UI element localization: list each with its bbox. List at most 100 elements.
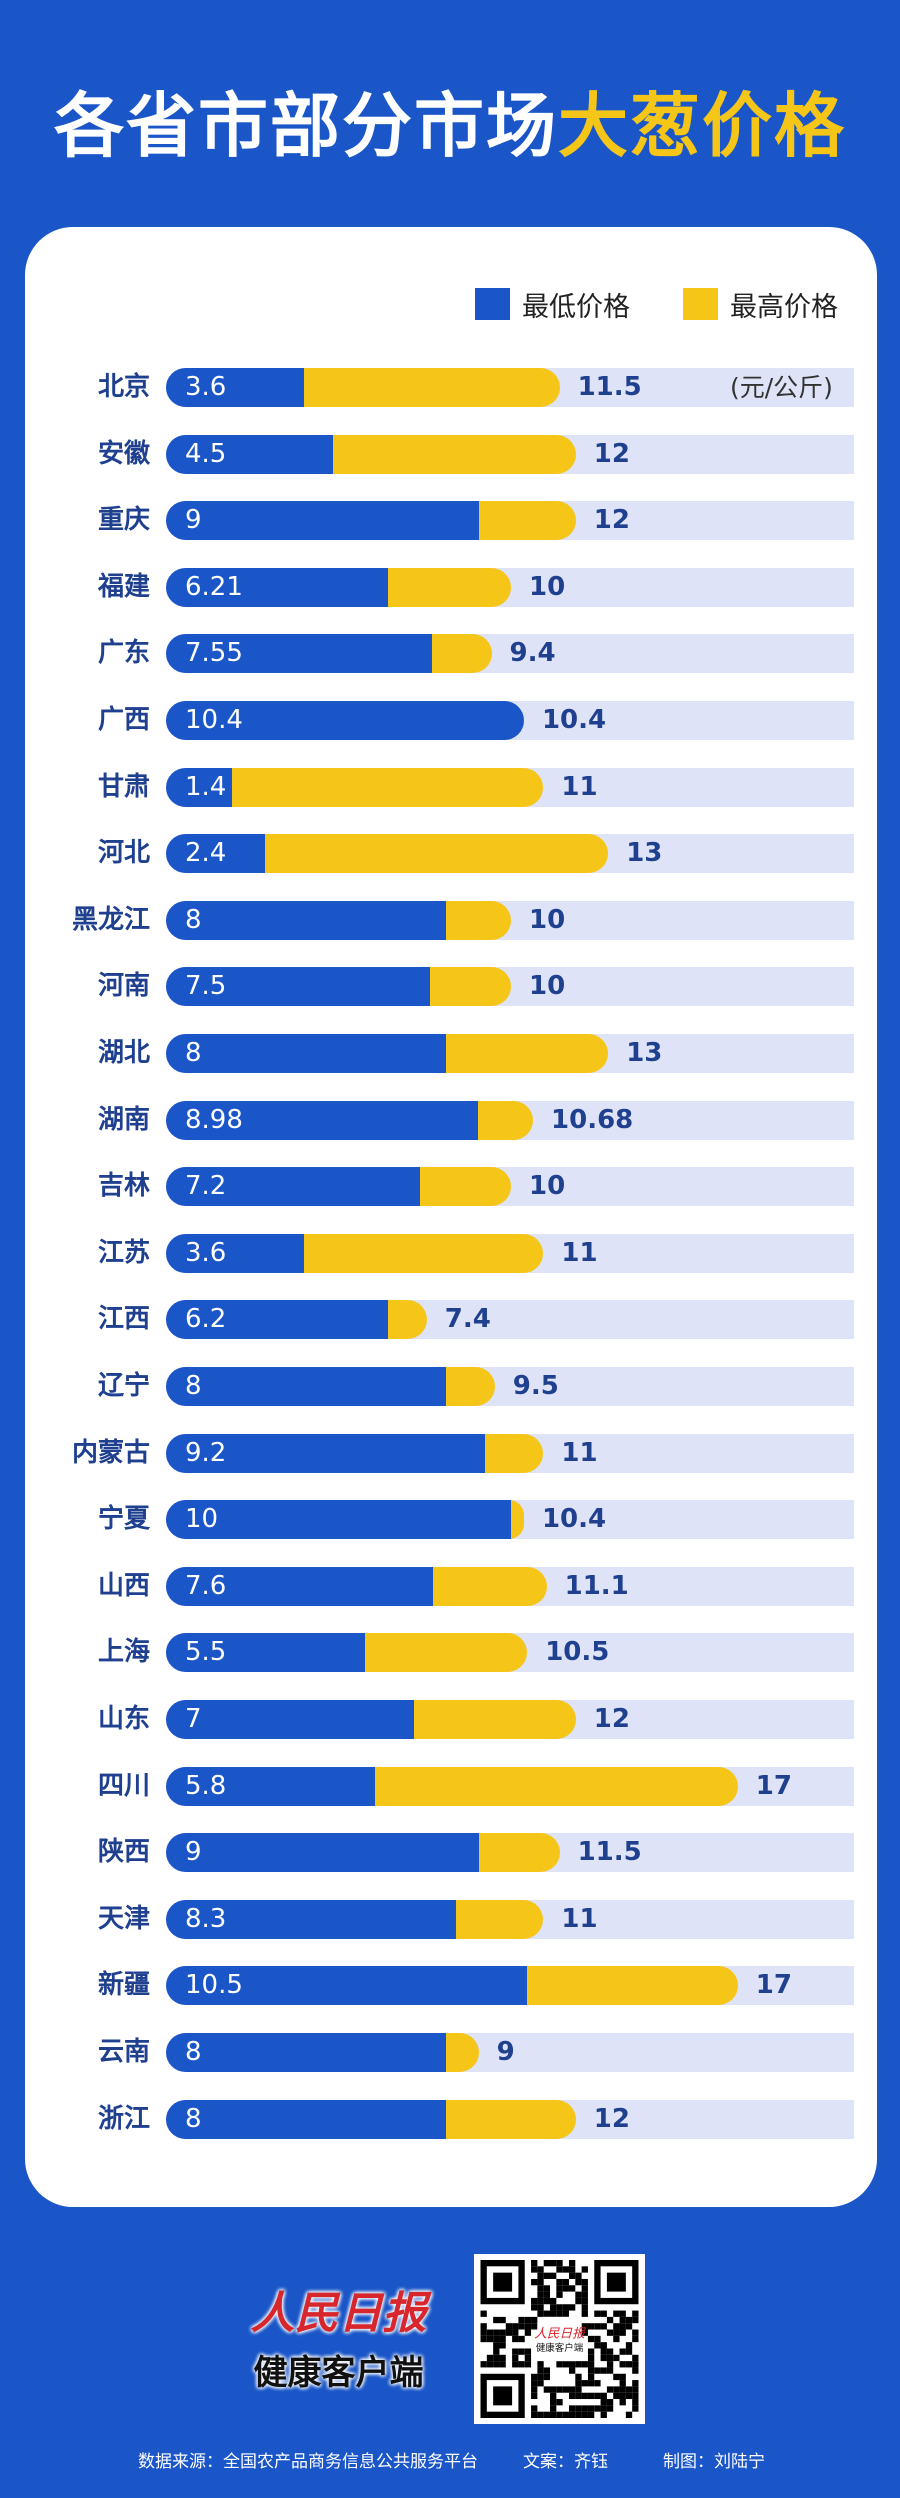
bar-min — [166, 1433, 486, 1473]
bar-max — [525, 1966, 738, 2006]
value-label-max: 11 — [561, 1903, 598, 1934]
value-label-max: 10 — [529, 571, 566, 602]
bar-max — [386, 567, 511, 607]
category-label: 北京 — [97, 372, 150, 402]
people-daily-health-logo: 人民日报 健康客户端 — [241, 2277, 436, 2394]
bar-min — [166, 900, 447, 940]
value-label-min: 7 — [185, 1704, 202, 1734]
bar-max — [429, 634, 492, 674]
value-label-max: 9.4 — [509, 638, 556, 669]
bar-min — [166, 1233, 304, 1273]
bar-min — [166, 1300, 388, 1340]
value-label-min: 8.3 — [185, 1903, 227, 1934]
bar-min — [166, 701, 524, 740]
bar-min — [166, 1633, 366, 1673]
bar-min — [166, 1167, 421, 1207]
value-label-min: 5.5 — [185, 1637, 227, 1668]
value-label-max: 10.5 — [545, 1637, 610, 1668]
value-label-min: 6.21 — [185, 571, 243, 602]
bar-min — [166, 1700, 414, 1739]
value-label-min: 10.4 — [185, 705, 243, 735]
unit-label: (元/公斤) — [730, 373, 833, 402]
value-label-min: 2.4 — [185, 838, 227, 869]
value-label-max: 13 — [626, 1038, 663, 1068]
bar-min — [166, 967, 430, 1007]
category-label: 湖南 — [97, 1104, 150, 1135]
bar-max — [330, 434, 576, 474]
value-label-min: 4.5 — [185, 438, 227, 469]
bar-min — [166, 368, 304, 407]
category-label: 河南 — [97, 971, 150, 1002]
bar-max — [483, 1433, 544, 1473]
value-label-max: 10 — [529, 971, 566, 1002]
bar-max — [444, 1034, 609, 1073]
bar-max — [428, 967, 511, 1007]
bar-max — [475, 1100, 534, 1140]
value-label-min: 8 — [185, 1371, 202, 1401]
bar-min — [166, 767, 233, 807]
category-label: 福建 — [97, 571, 150, 602]
value-label-max: 12 — [593, 505, 630, 536]
bar-max — [411, 1700, 576, 1739]
bar-max — [444, 2099, 576, 2139]
bar-min — [166, 834, 265, 874]
bar-max — [444, 900, 511, 940]
bar-min — [166, 1899, 456, 1939]
bar-min — [166, 501, 479, 541]
bar-min — [166, 1833, 479, 1873]
value-label-min: 8 — [185, 1038, 202, 1068]
bar-min — [166, 434, 333, 474]
footer-writer: 文案：齐钰 — [523, 2452, 608, 2472]
bar-max — [431, 1566, 547, 1606]
value-label-min: 8 — [185, 2037, 202, 2067]
bar-min — [166, 2099, 447, 2139]
category-label: 宁夏 — [97, 1504, 150, 1535]
logo-line1: 人民日报 — [250, 2288, 427, 2339]
value-label-max: 10 — [529, 1171, 566, 1202]
bar-min — [166, 567, 389, 607]
category-label: 江西 — [97, 1304, 150, 1335]
value-label-max: 12 — [593, 1704, 630, 1734]
bar-max — [444, 2033, 479, 2072]
category-label: 山西 — [97, 1570, 150, 1601]
footer-designer: 制图：刘陆宁 — [663, 2452, 765, 2472]
bar-min — [166, 2033, 447, 2072]
bar-min — [166, 1100, 478, 1140]
legend-swatch-max — [683, 288, 718, 320]
category-label: 甘肃 — [97, 771, 150, 802]
value-label-min: 10 — [185, 1504, 219, 1535]
bar-min — [166, 634, 432, 674]
title-white: 各省市部分市场 — [54, 85, 558, 167]
bar-min — [166, 1500, 511, 1540]
bar-max — [385, 1300, 427, 1340]
value-label-max: 9.5 — [512, 1371, 559, 1401]
legend-min: 最低价格 — [475, 288, 630, 323]
value-label-max: 11.1 — [564, 1570, 629, 1601]
value-label-max: 11.5 — [577, 1837, 642, 1868]
category-label: 陕西 — [97, 1837, 150, 1868]
value-label-max: 12 — [593, 2103, 630, 2134]
value-label-max: 11 — [561, 1437, 598, 1468]
value-label-max: 7.4 — [444, 1304, 491, 1335]
value-label-max: 10.68 — [551, 1104, 634, 1135]
category-label: 天津 — [97, 1903, 150, 1934]
value-label-min: 7.2 — [185, 1171, 227, 1202]
value-label-min: 5.8 — [185, 1770, 227, 1801]
bar-max — [230, 767, 544, 807]
legend-swatch-min — [475, 288, 510, 320]
value-label-min: 1.4 — [185, 771, 227, 802]
category-label: 山东 — [97, 1704, 150, 1734]
value-label-max: 9 — [496, 2037, 515, 2067]
footer-source: 数据来源：全国农产品商务信息公共服务平台 — [138, 2452, 478, 2472]
bar-max — [372, 1766, 738, 1806]
value-label-max: 13 — [626, 838, 663, 869]
value-label-max: 10.4 — [541, 705, 607, 735]
value-label-max: 10.4 — [541, 1504, 607, 1535]
category-label: 河北 — [97, 838, 150, 869]
bar-max — [444, 1367, 495, 1406]
value-label-max: 10 — [529, 904, 566, 935]
bar-max — [301, 1233, 544, 1273]
bar-min — [166, 1766, 375, 1806]
category-label: 四川 — [97, 1770, 150, 1801]
